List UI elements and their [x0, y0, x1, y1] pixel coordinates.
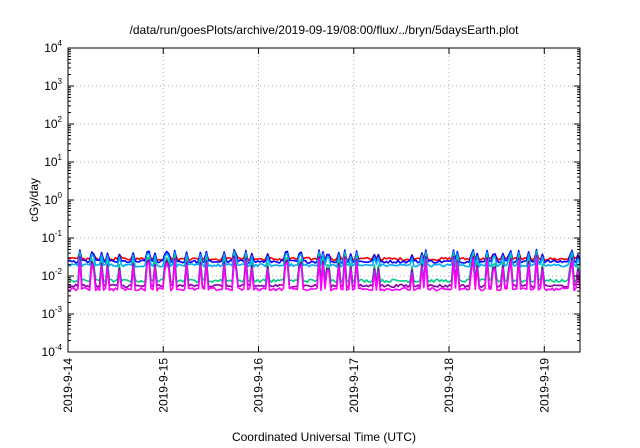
y-axis-label: cGy/day	[27, 178, 41, 222]
x-tick-label: 2019-9-17	[347, 358, 361, 413]
y-tick-label: 10-4	[42, 343, 63, 359]
x-tick-label: 2019-9-16	[252, 358, 266, 413]
y-tick-label: 102	[44, 115, 62, 131]
y-tick-label: 104	[44, 39, 62, 55]
y-tick-label: 103	[44, 77, 62, 93]
ticks: 10-4 10-3 10-2 10-1 100 101 102 103 104 2019-9-14…	[42, 39, 580, 413]
x-tick-label: 2019-9-19	[537, 358, 551, 413]
x-tick-label: 2019-9-18	[442, 358, 456, 413]
x-axis-label: Coordinated Universal Time (UTC)	[232, 430, 416, 444]
y-tick-label: 10-2	[42, 267, 63, 283]
chart-title: /data/run/goesPlots/archive/2019-09-19/0…	[130, 23, 520, 37]
series-line	[67, 250, 581, 268]
y-tick-label: 10-1	[42, 229, 63, 245]
series-group	[67, 248, 581, 292]
y-tick-label: 101	[44, 153, 62, 169]
y-tick-label: 10-3	[42, 305, 63, 321]
series-line	[67, 257, 581, 292]
grid	[68, 48, 580, 352]
x-tick-label: 2019-9-14	[61, 358, 75, 413]
y-tick-label: 100	[44, 191, 62, 207]
x-tick-label: 2019-9-15	[156, 358, 170, 413]
